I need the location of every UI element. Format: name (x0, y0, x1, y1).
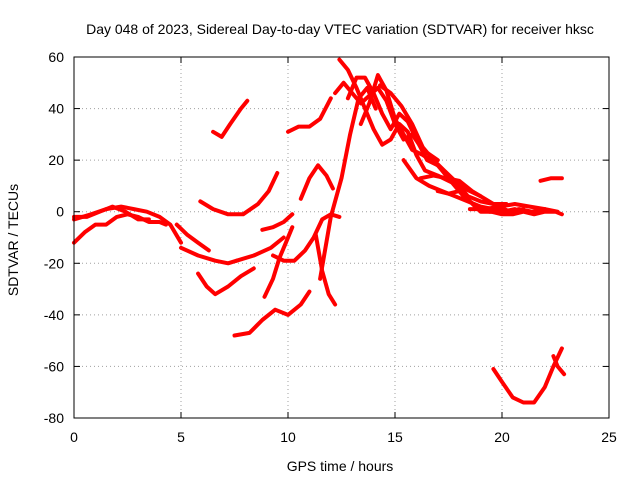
series-s11 (234, 235, 286, 263)
x-axis-label: GPS time / hours (287, 458, 394, 474)
series-s9 (232, 289, 312, 338)
series-s29 (551, 354, 567, 377)
series-s15 (298, 163, 335, 201)
x-tick-label-20: 20 (494, 429, 510, 445)
series-s4 (174, 222, 211, 253)
chart-title: Day 048 of 2023, Sidereal Day-to-day VTE… (86, 21, 594, 37)
y-tick-label-0: 0 (56, 204, 64, 220)
x-tick-label-10: 10 (280, 429, 296, 445)
series-s7 (211, 98, 250, 139)
x-tick-label-25: 25 (601, 429, 617, 445)
y-tick-label-20: 20 (48, 152, 64, 168)
y-tick-label--20: -20 (44, 255, 64, 271)
x-tick-label-15: 15 (387, 429, 403, 445)
series-s14 (286, 96, 333, 134)
series-group (72, 57, 567, 405)
x-tick-label-5: 5 (177, 429, 185, 445)
x-tick-label-0: 0 (70, 429, 78, 445)
y-tick-label--80: -80 (44, 410, 64, 426)
y-axis-label: SDTVAR / TECUs (5, 184, 21, 296)
y-tick-label-40: 40 (48, 101, 64, 117)
series-s17 (313, 232, 338, 307)
series-s16 (318, 85, 378, 281)
series-s3 (72, 204, 183, 245)
y-tick-label-60: 60 (48, 49, 64, 65)
series-s6 (196, 266, 256, 297)
series-s13 (260, 212, 295, 232)
series-s1 (72, 212, 168, 245)
series-s5 (179, 245, 239, 266)
y-tick-label--40: -40 (44, 307, 64, 323)
series-s27 (538, 176, 564, 183)
grid (74, 57, 609, 418)
series-s25 (435, 189, 564, 217)
axes: 0 5 10 15 20 25 -80 -60 -40 -20 0 20 40 60 (44, 49, 617, 445)
y-tick-label--60: -60 (44, 358, 64, 374)
series-s28 (491, 346, 564, 405)
plot-frame (73, 56, 610, 419)
series-s26 (467, 202, 560, 214)
series-s8 (198, 171, 280, 217)
series-s22 (378, 83, 509, 206)
